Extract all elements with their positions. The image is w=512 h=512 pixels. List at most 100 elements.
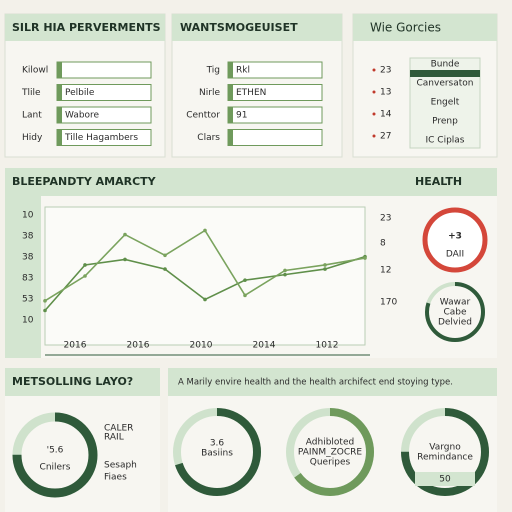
donut-arc [425, 282, 485, 342]
field-accent [228, 129, 233, 146]
x-tick-label: 2014 [253, 341, 276, 351]
input-field [227, 129, 323, 146]
field-label: Tig [206, 66, 220, 76]
x-tick-label: 2016 [127, 341, 150, 351]
right-label: 8 [380, 239, 386, 249]
panel-title: METSOLLING LAYO? [12, 375, 133, 388]
badge [415, 472, 475, 486]
tag: Canversaton [416, 79, 473, 89]
ring-text: Delvied [438, 318, 472, 328]
donut-text: PAINM_ZOCRE [298, 448, 362, 458]
point [43, 299, 47, 303]
panel-header [5, 368, 160, 396]
panel-title: Wie Gorcies [370, 21, 441, 35]
badge-value: +3 [448, 232, 462, 242]
field-value: Pelbile [65, 88, 95, 98]
donut-arc [173, 408, 261, 496]
field-accent [228, 84, 233, 101]
panel-header [172, 14, 342, 41]
field-accent [228, 107, 233, 123]
panel-header [353, 14, 497, 41]
donut-text: Cnilers [40, 463, 71, 473]
chart-title: BLEEPANDTY AMARCTY [12, 175, 157, 188]
badge-sub: DAII [446, 250, 464, 260]
tag: Prenp [432, 117, 458, 127]
panel-header [168, 368, 497, 396]
y-label: 10 [22, 316, 34, 326]
y-label: 38 [22, 232, 34, 242]
y-label: 10 [22, 211, 34, 221]
donut-text: Basiins [201, 449, 233, 459]
tag-highlight [410, 70, 480, 77]
field-accent [228, 62, 233, 78]
x-tick-label: 2010 [190, 341, 213, 351]
side-note: Fiaes [104, 473, 127, 483]
side-note: Sesaph [104, 461, 137, 471]
point [203, 297, 207, 302]
panel-header [5, 14, 165, 41]
point [203, 228, 207, 233]
badge-text: 50 [439, 475, 451, 485]
bullet-value: 14 [380, 110, 392, 120]
point [123, 232, 127, 237]
bullet-value: 23 [380, 66, 391, 76]
y-label: 53 [22, 295, 33, 305]
field-accent [57, 62, 62, 78]
point [43, 308, 47, 313]
point [323, 267, 327, 271]
field-value: Wabore [65, 111, 100, 121]
side-note: RAIL [104, 433, 124, 443]
plot-area [44, 206, 366, 346]
bullet-value: 13 [380, 88, 391, 98]
point [283, 272, 287, 277]
field-accent [57, 84, 62, 101]
field-label: Kilowl [22, 66, 48, 76]
field-value: ETHEN [236, 88, 266, 98]
bullet-value: 27 [380, 132, 391, 142]
point [83, 263, 87, 267]
field-label: Nirle [199, 88, 220, 98]
bullet [372, 112, 376, 116]
right-label: 12 [380, 266, 391, 276]
side-note: CALER [104, 424, 133, 434]
donut-text: Vargno [429, 443, 461, 453]
panel-header [5, 168, 497, 196]
input-field [56, 61, 152, 79]
field-label: Centtor [186, 111, 220, 121]
y-label: 38 [22, 253, 34, 263]
y-label: 83 [22, 274, 33, 284]
field-value: 91 [236, 111, 247, 121]
donut-text: Remindance [417, 453, 473, 463]
ring-text: Cabe [443, 308, 467, 318]
x-tick-label: 1012 [316, 341, 339, 351]
bullet [372, 134, 376, 138]
field-label: Lant [22, 111, 42, 121]
badge-ring [422, 207, 488, 273]
field-label: Hidy [22, 133, 43, 143]
point [243, 278, 247, 282]
bullet [372, 90, 376, 94]
point [83, 274, 87, 278]
x-tick-label: 2016 [64, 341, 87, 351]
point [243, 293, 247, 298]
panel-title: SILR HIA PERVERMENTS [12, 21, 161, 34]
donut-text: Queripes [310, 458, 351, 468]
tag: Bunde [431, 60, 460, 70]
panel-heading: A Marily envire health and the health ar… [178, 378, 453, 388]
tag: Engelt [431, 98, 460, 108]
field-accent [57, 129, 62, 146]
side-strip [5, 196, 41, 358]
donut-text: Adhibloted [306, 438, 354, 448]
field-value: Rkl [236, 66, 250, 76]
donut-text: 3.6 [210, 439, 225, 449]
donut-text: '5.6 [47, 446, 64, 456]
right-label: 170 [380, 298, 397, 308]
panel-title: WANTSMOGEUISET [180, 21, 298, 34]
field-label: Clars [197, 133, 220, 143]
tag: IC Ciplas [425, 136, 464, 146]
bullet [372, 68, 376, 72]
point [123, 257, 127, 262]
point [283, 268, 287, 273]
field-accent [57, 107, 62, 123]
